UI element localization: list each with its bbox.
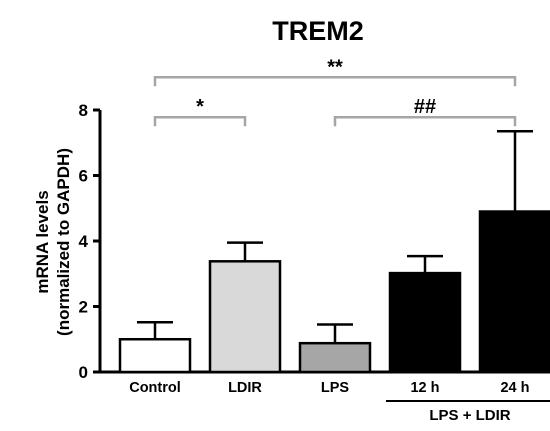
- y-tick-label: 2: [79, 298, 88, 317]
- significance-bracket: [153, 115, 247, 127]
- y-axis-label-line2: (normalized to GAPDH): [54, 148, 73, 336]
- chart-title: TREM2: [272, 16, 364, 46]
- bar-24-h: [478, 210, 550, 374]
- bar-ldir: [208, 260, 282, 374]
- x-tick-label: 24 h: [500, 380, 529, 396]
- significance-label: ##: [414, 96, 436, 118]
- significance-label: *: [196, 96, 204, 118]
- x-ticks: Control LDIR LPS 12 h 24 h: [129, 380, 529, 396]
- bar-lps: [298, 341, 372, 374]
- x-tick-label: 12 h: [410, 380, 439, 396]
- x-tick-label: LDIR: [228, 380, 262, 396]
- y-axis-label: mRNA levels (normalized to GAPDH): [33, 148, 73, 336]
- error-bars: [137, 130, 533, 344]
- group-label: LPS + LDIR: [386, 400, 550, 424]
- significance-bracket: [153, 76, 517, 87]
- y-ticks: 0 2 4 6 8: [79, 101, 100, 382]
- y-axis-label-line1: mRNA levels: [33, 190, 52, 293]
- y-tick-label: 0: [79, 363, 88, 382]
- bar-control: [118, 338, 192, 374]
- y-tick-label: 8: [79, 101, 88, 120]
- significance-label: **: [327, 56, 343, 78]
- y-tick-label: 6: [79, 167, 88, 186]
- bars: [118, 210, 550, 374]
- y-tick-label: 4: [79, 232, 89, 251]
- x-tick-label: LPS: [321, 380, 350, 396]
- significance-bracket: [333, 115, 517, 127]
- significance-brackets: *** ##: [153, 56, 517, 127]
- x-tick-label: Control: [129, 380, 181, 396]
- bar-12-h: [388, 271, 462, 374]
- group-label-text: LPS + LDIR: [429, 407, 510, 424]
